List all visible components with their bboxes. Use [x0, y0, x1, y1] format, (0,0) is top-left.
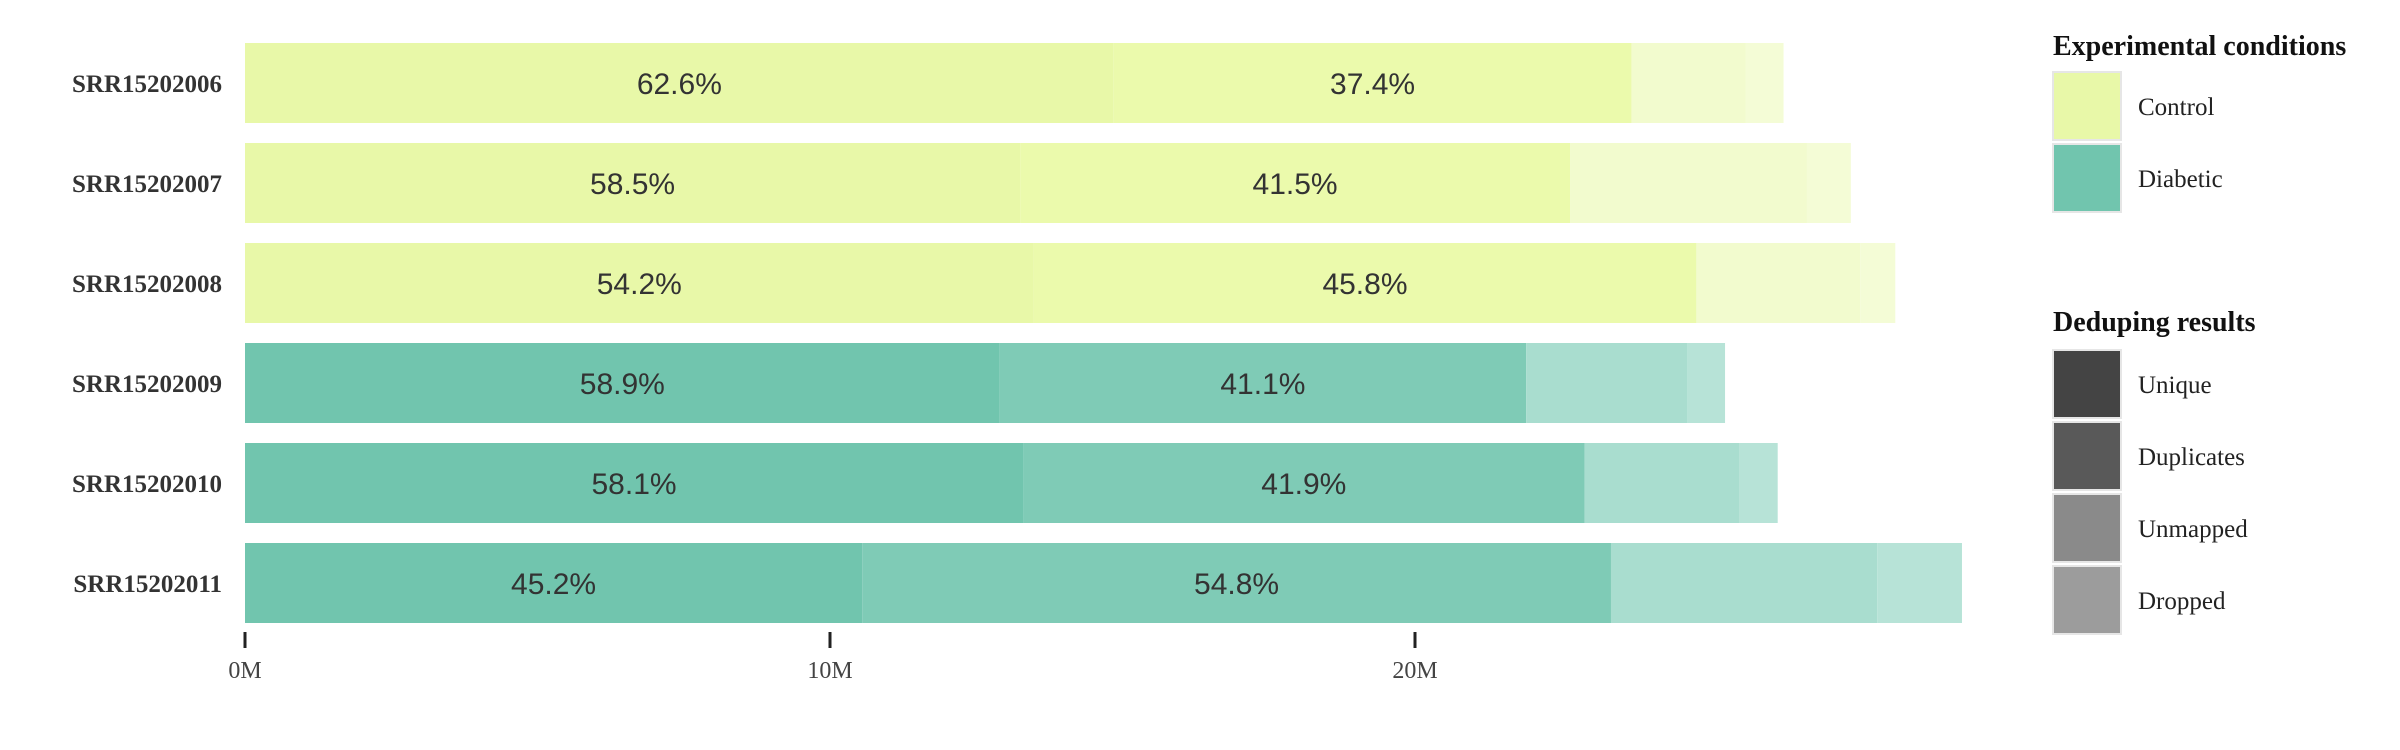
legend-swatch-control — [2052, 71, 2122, 141]
bar-segment-unmapped-srr15202006 — [1631, 43, 1746, 123]
sample-label: SRR15202011 — [73, 571, 222, 598]
bar-segment-unmapped-srr15202011 — [1610, 543, 1878, 623]
bar-segment-unique-srr15202009 — [245, 343, 1000, 423]
percent-label: 41.9% — [1261, 468, 1346, 501]
bar-segment-unmapped-srr15202010 — [1584, 443, 1740, 523]
legend-label-unmapped: Unmapped — [2138, 516, 2248, 543]
bar-segment-dropped-srr15202010 — [1739, 443, 1778, 523]
sample-label: SRR15202007 — [72, 171, 222, 198]
percent-label: 58.9% — [580, 368, 665, 401]
legend-swatch-unmapped — [2052, 493, 2122, 563]
bar-segment-dropped-srr15202006 — [1745, 43, 1784, 123]
percent-label: 41.1% — [1220, 368, 1305, 401]
bar-segment-unmapped-srr15202009 — [1526, 343, 1688, 423]
bar-segment-dropped-srr15202011 — [1877, 543, 1962, 623]
bar-segment-unmapped-srr15202008 — [1696, 243, 1861, 323]
legend-label-unique: Unique — [2138, 372, 2212, 399]
bars-layer — [245, 43, 1962, 623]
legend-label-duplicates: Duplicates — [2138, 444, 2245, 471]
percent-label: 58.1% — [591, 468, 676, 501]
sample-label: SRR15202009 — [72, 371, 222, 398]
legend-swatch-unique — [2052, 349, 2122, 419]
x-axis: 0M 10M 20M — [228, 632, 1438, 684]
percent-label: 62.6% — [637, 68, 722, 101]
legend-label-control: Control — [2138, 94, 2214, 121]
legend-title-dedup: Deduping results — [2053, 307, 2256, 338]
bar-segment-unique-srr15202007 — [245, 143, 1021, 223]
percent-label: 37.4% — [1330, 68, 1415, 101]
legend-label-diabetic: Diabetic — [2138, 166, 2223, 193]
bar-segment-unique-srr15202010 — [245, 443, 1024, 523]
bar-segment-unique-srr15202006 — [245, 43, 1114, 123]
bar-segment-duplicates-srr15202006 — [1113, 43, 1632, 123]
bar-segment-dropped-srr15202007 — [1806, 143, 1851, 223]
legend-title-conditions: Experimental conditions — [2053, 31, 2346, 62]
sample-labels-layer: SRR15202006 SRR15202007 SRR15202008 SRR1520… — [72, 71, 222, 598]
percent-label: 54.8% — [1194, 568, 1279, 601]
bar-segment-dropped-srr15202009 — [1687, 343, 1726, 423]
percent-label: 45.8% — [1322, 268, 1407, 301]
bar-segment-duplicates-srr15202010 — [1023, 443, 1585, 523]
x-tick-label: 20M — [1392, 658, 1437, 684]
sample-label: SRR15202008 — [72, 271, 222, 298]
percent-labels-layer: 62.6% 37.4% 58.5% 41.5% 54.2% 45.8% 58.9% 41.1%… — [511, 68, 1415, 601]
percent-label: 54.2% — [597, 268, 682, 301]
bar-segment-unmapped-srr15202007 — [1570, 143, 1807, 223]
sample-label: SRR15202006 — [72, 71, 222, 98]
x-tick-label: 10M — [807, 658, 852, 684]
legend: Experimental conditions ControlDiabetic … — [2052, 31, 2346, 635]
legend-swatch-dropped — [2052, 565, 2122, 635]
legend-dedup-group: Unique Duplicates Unmapped Dropped — [2052, 349, 2248, 635]
bar-segment-duplicates-srr15202008 — [1033, 243, 1697, 323]
bar-segment-dropped-srr15202008 — [1860, 243, 1896, 323]
percent-label: 45.2% — [511, 568, 596, 601]
bar-segment-unique-srr15202008 — [245, 243, 1034, 323]
bar-segment-duplicates-srr15202009 — [999, 343, 1527, 423]
legend-label-dropped: Dropped — [2138, 588, 2226, 615]
legend-conditions-group: Control Diabetic — [2052, 71, 2223, 213]
bar-segment-unique-srr15202011 — [245, 543, 863, 623]
bar-segment-duplicates-srr15202007 — [1020, 143, 1571, 223]
sample-label: SRR15202010 — [72, 471, 222, 498]
legend-swatch-diabetic — [2052, 143, 2122, 213]
legend-swatch-duplicates — [2052, 421, 2122, 491]
percent-label: 41.5% — [1253, 168, 1338, 201]
x-tick-label: 0M — [228, 658, 261, 684]
bar-segment-duplicates-srr15202011 — [862, 543, 1611, 623]
percent-label: 58.5% — [590, 168, 675, 201]
